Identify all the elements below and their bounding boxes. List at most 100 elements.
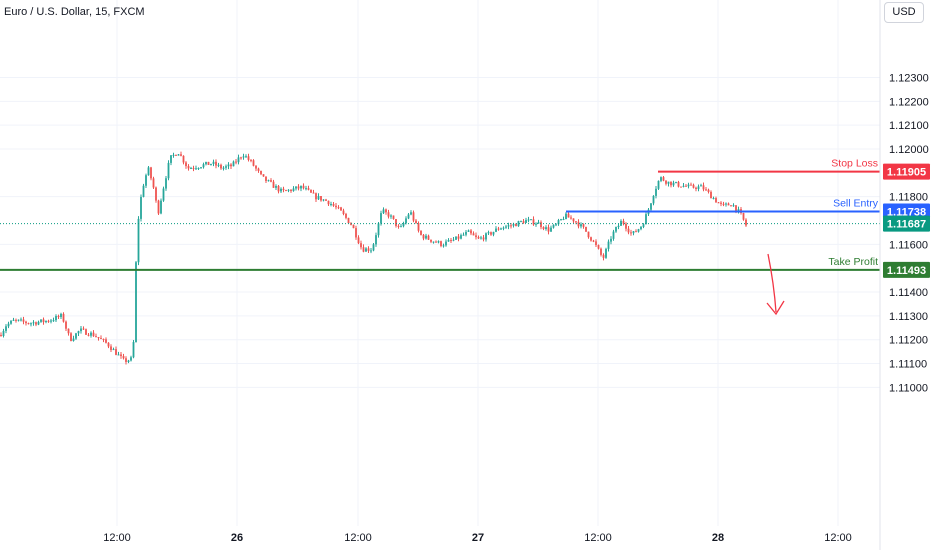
candle-body bbox=[60, 313, 62, 317]
candle-body bbox=[432, 241, 435, 243]
candle-body bbox=[632, 231, 635, 234]
candle-body bbox=[742, 213, 745, 220]
candle-body bbox=[567, 213, 570, 218]
candle-body bbox=[490, 232, 492, 235]
candle-body bbox=[717, 202, 720, 204]
candle-body bbox=[200, 167, 202, 169]
candle-body bbox=[112, 349, 115, 351]
candle-body bbox=[510, 225, 512, 227]
candle-body bbox=[220, 164, 222, 169]
stop-price-box bbox=[883, 163, 930, 180]
candle-body bbox=[615, 227, 617, 232]
candle-body bbox=[257, 168, 260, 171]
candle-body bbox=[2, 330, 5, 336]
candle-body bbox=[560, 219, 562, 221]
y-tick-label: 1.11200 bbox=[889, 335, 928, 347]
candle-body bbox=[167, 162, 170, 179]
candle-body bbox=[617, 225, 620, 228]
candle-body bbox=[467, 230, 470, 232]
candle-body bbox=[277, 185, 280, 192]
candle-body bbox=[365, 248, 367, 252]
x-tick-label: 12:00 bbox=[103, 532, 131, 544]
candle-body bbox=[340, 207, 342, 211]
candle-body bbox=[245, 156, 247, 158]
candle-body bbox=[162, 188, 165, 201]
candle-body bbox=[85, 329, 87, 335]
take-label: Take Profit bbox=[828, 256, 878, 268]
candle-body bbox=[577, 221, 580, 227]
x-tick-label: 12:00 bbox=[824, 532, 852, 544]
candle-body bbox=[487, 232, 490, 234]
candle-body bbox=[180, 154, 182, 156]
candle-body bbox=[52, 320, 55, 322]
candle-body bbox=[272, 181, 275, 188]
candle-body bbox=[215, 161, 217, 166]
candle-body bbox=[37, 321, 40, 325]
candle-body bbox=[25, 321, 27, 324]
candle-body bbox=[187, 166, 190, 169]
candle-body bbox=[410, 212, 412, 215]
candle-body bbox=[472, 233, 475, 236]
candle-body bbox=[317, 196, 320, 200]
candle-body bbox=[550, 227, 552, 232]
candle-body bbox=[645, 214, 647, 225]
candle-body bbox=[312, 192, 315, 194]
candle-body bbox=[675, 181, 677, 183]
candle-body bbox=[7, 323, 10, 327]
candle-body bbox=[565, 213, 567, 219]
candle-body bbox=[697, 186, 700, 189]
candle-body bbox=[460, 235, 462, 239]
entry-price-label: 1.11738 bbox=[887, 206, 926, 218]
candle-body bbox=[265, 176, 267, 182]
candle-body bbox=[332, 204, 335, 206]
candle-body bbox=[347, 217, 350, 224]
candle-body bbox=[690, 184, 692, 186]
candle-body bbox=[492, 231, 495, 235]
candle-body bbox=[437, 241, 440, 243]
y-tick-label: 1.12000 bbox=[889, 144, 929, 156]
candle-body bbox=[575, 221, 577, 223]
candle-body bbox=[230, 164, 232, 167]
candlestick-series bbox=[0, 151, 747, 365]
candle-body bbox=[482, 237, 485, 240]
candle-body bbox=[135, 262, 137, 343]
candle-body bbox=[455, 236, 457, 240]
candle-body bbox=[435, 241, 437, 243]
candle-body bbox=[192, 168, 195, 170]
currency-button[interactable]: USD bbox=[884, 2, 924, 23]
candle-body bbox=[165, 178, 167, 189]
candle-body bbox=[297, 186, 300, 189]
candle-body bbox=[145, 175, 147, 186]
candle-body bbox=[355, 228, 357, 238]
stop-price-label: 1.11905 bbox=[887, 167, 926, 179]
candle-body bbox=[627, 228, 630, 233]
y-tick-label: 1.12200 bbox=[889, 96, 929, 108]
candle-body bbox=[362, 247, 365, 252]
candle-body bbox=[682, 185, 685, 187]
candle-body bbox=[605, 248, 607, 258]
candle-body bbox=[5, 326, 7, 331]
candle-body bbox=[280, 188, 282, 192]
candle-body bbox=[505, 226, 507, 228]
x-tick-label: 27 bbox=[472, 532, 484, 544]
candle-body bbox=[175, 154, 177, 156]
candle-body bbox=[480, 237, 482, 239]
candle-body bbox=[110, 346, 112, 350]
candle-body bbox=[290, 189, 292, 192]
candle-body bbox=[702, 185, 705, 190]
candle-body bbox=[295, 186, 297, 189]
candle-body bbox=[707, 189, 710, 192]
candle-body bbox=[625, 223, 627, 229]
candle-body bbox=[92, 332, 95, 337]
candle-body bbox=[357, 237, 360, 244]
candle-body bbox=[642, 224, 645, 227]
candle-body bbox=[417, 222, 420, 231]
candle-body bbox=[612, 231, 615, 239]
candle-body bbox=[207, 161, 210, 165]
entry-price-box bbox=[883, 203, 930, 220]
time-scale: 12:00 26 12:00 27 12:00 28 12:00 bbox=[103, 532, 852, 544]
candle-body bbox=[712, 198, 715, 200]
trade-levels: Stop Loss Sell Entry Take Profit bbox=[0, 158, 880, 271]
candle-body bbox=[622, 220, 625, 224]
